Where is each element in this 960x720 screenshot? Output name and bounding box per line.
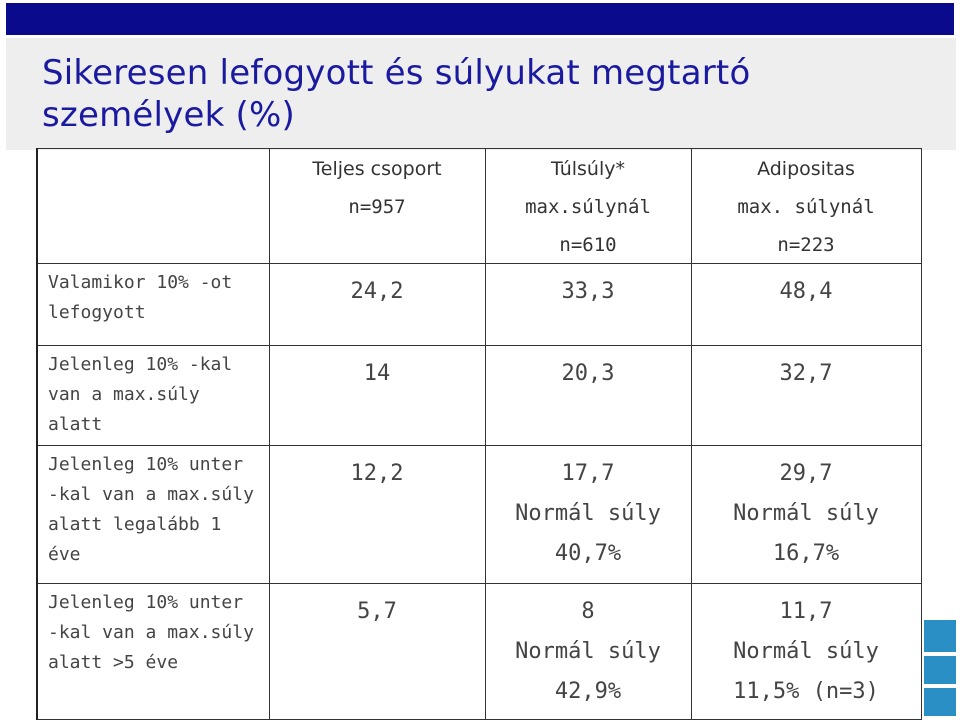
column-header-adipositas: Adipositas max. súlynál n=223 <box>690 148 922 264</box>
value-text: Normál súly <box>515 639 661 664</box>
value-cell: 29,7 Normál súly 16,7% <box>690 445 922 584</box>
value-text: 14 <box>363 361 391 386</box>
value-text: 42,9% <box>554 679 622 704</box>
value-cell: 33,3 <box>484 263 692 346</box>
top-banner-bar <box>6 3 954 35</box>
table-row: Jelenleg 10% -kal van a max.súly alatt 1… <box>36 345 922 446</box>
value-cell: 11,7 Normál súly 11,5% (n=3) <box>690 583 922 720</box>
value-cell: 17,7 Normál súly 40,7% <box>484 445 692 584</box>
value-cell: 32,7 <box>690 345 922 446</box>
results-table: Teljes csoport n=957 Túlsúly* max.súlyná… <box>36 148 922 720</box>
value-text: 40,7% <box>554 541 622 566</box>
row-label: Jelenleg 10% unter -kal van a max.súly a… <box>48 454 254 565</box>
column-header-line: max.súlynál <box>525 196 651 218</box>
column-header-line: Túlsúly* <box>550 158 625 180</box>
value-text: 8 <box>581 599 595 624</box>
top-banner <box>0 0 960 44</box>
value-text: 11,5% (n=3) <box>733 679 879 704</box>
column-header-line: Adipositas <box>757 158 855 180</box>
row-label: Jelenleg 10% unter -kal van a max.súly a… <box>48 592 254 673</box>
slide-title: Sikeresen lefogyott és súlyukat megtartó… <box>42 53 751 135</box>
corner-decoration <box>924 656 956 684</box>
value-text: 48,4 <box>779 279 833 304</box>
value-text: Normál súly <box>733 501 879 526</box>
column-header-line: max. súlynál <box>737 196 875 218</box>
table-row: Jelenleg 10% unter -kal van a max.súly a… <box>36 583 922 720</box>
value-cell: 5,7 <box>268 583 486 720</box>
row-label: Jelenleg 10% -kal van a max.súly alatt <box>48 354 233 435</box>
value-cell: 48,4 <box>690 263 922 346</box>
value-text: Normál súly <box>515 501 661 526</box>
value-text: 32,7 <box>779 361 833 386</box>
value-text: Normál súly <box>733 639 879 664</box>
column-header-line: n=610 <box>559 234 617 256</box>
value-text: 11,7 <box>779 599 833 624</box>
header-row: Teljes csoport n=957 Túlsúly* max.súlyná… <box>36 148 922 264</box>
column-header-overweight: Túlsúly* max.súlynál n=610 <box>484 148 692 264</box>
table-row: Valamikor 10% -ot lefogyott 24,2 33,3 48… <box>36 263 922 346</box>
value-cell: 24,2 <box>268 263 486 346</box>
row-label: Valamikor 10% -ot lefogyott <box>48 272 233 323</box>
corner-decoration <box>924 688 956 716</box>
column-header-line: n=957 <box>348 196 406 218</box>
value-text: 29,7 <box>779 461 833 486</box>
value-cell: 14 <box>268 345 486 446</box>
row-label-cell: Jelenleg 10% unter -kal van a max.súly a… <box>36 445 270 584</box>
column-header-line: n=223 <box>777 234 835 256</box>
header-corner-cell <box>36 148 270 264</box>
row-label-cell: Valamikor 10% -ot lefogyott <box>36 263 270 346</box>
value-text: 33,3 <box>561 279 615 304</box>
value-text: 20,3 <box>561 361 615 386</box>
value-cell: 20,3 <box>484 345 692 446</box>
value-text: 16,7% <box>772 541 840 566</box>
column-header-total: Teljes csoport n=957 <box>268 148 486 264</box>
title-area <box>6 38 956 150</box>
value-cell: 8 Normál súly 42,9% <box>484 583 692 720</box>
value-text: 17,7 <box>561 461 615 486</box>
value-text: 5,7 <box>357 599 397 624</box>
corner-decoration <box>924 620 956 652</box>
table-row: Jelenleg 10% unter -kal van a max.súly a… <box>36 445 922 584</box>
column-header-line: Teljes csoport <box>312 158 442 180</box>
row-label-cell: Jelenleg 10% unter -kal van a max.súly a… <box>36 583 270 720</box>
value-cell: 12,2 <box>268 445 486 584</box>
value-text: 12,2 <box>350 461 404 486</box>
row-label-cell: Jelenleg 10% -kal van a max.súly alatt <box>36 345 270 446</box>
value-text: 24,2 <box>350 279 404 304</box>
